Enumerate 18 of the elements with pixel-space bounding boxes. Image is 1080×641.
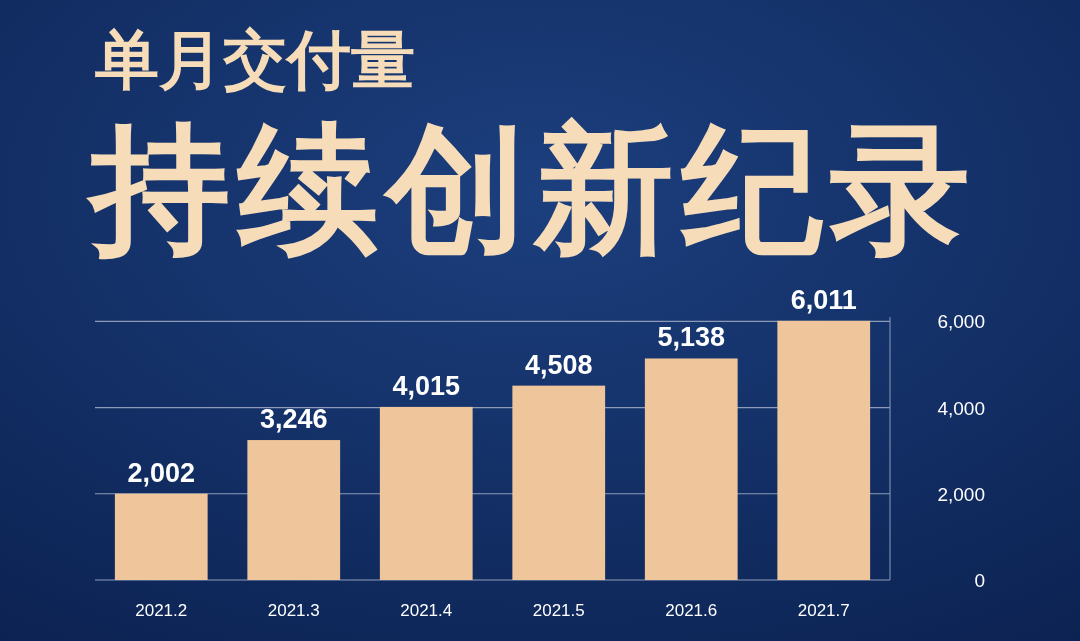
data-label: 4,508: [524, 349, 593, 380]
x-tick-label: 2021.2: [135, 601, 188, 620]
x-tick-label: 2021.3: [267, 601, 320, 620]
chart-subtitle: 持续创新纪录: [85, 108, 978, 271]
y-tick-label: 4,000: [937, 397, 985, 419]
y-tick-label: 0: [974, 570, 985, 591]
y-tick-label: 2,000: [937, 483, 985, 505]
chart-title: 单月交付量: [94, 23, 415, 97]
data-label: 2,002: [127, 457, 196, 488]
x-tick-label: 2021.7: [797, 601, 850, 620]
x-tick-label: 2021.6: [665, 601, 718, 620]
data-label: 5,138: [657, 322, 726, 353]
data-label: 6,011: [790, 284, 857, 315]
y-tick-label: 6,000: [937, 311, 985, 333]
data-label: 3,246: [259, 404, 328, 435]
x-tick-label: 2021.4: [400, 601, 453, 620]
x-tick-label: 2021.5: [532, 601, 585, 620]
data-label: 4,015: [392, 370, 461, 401]
